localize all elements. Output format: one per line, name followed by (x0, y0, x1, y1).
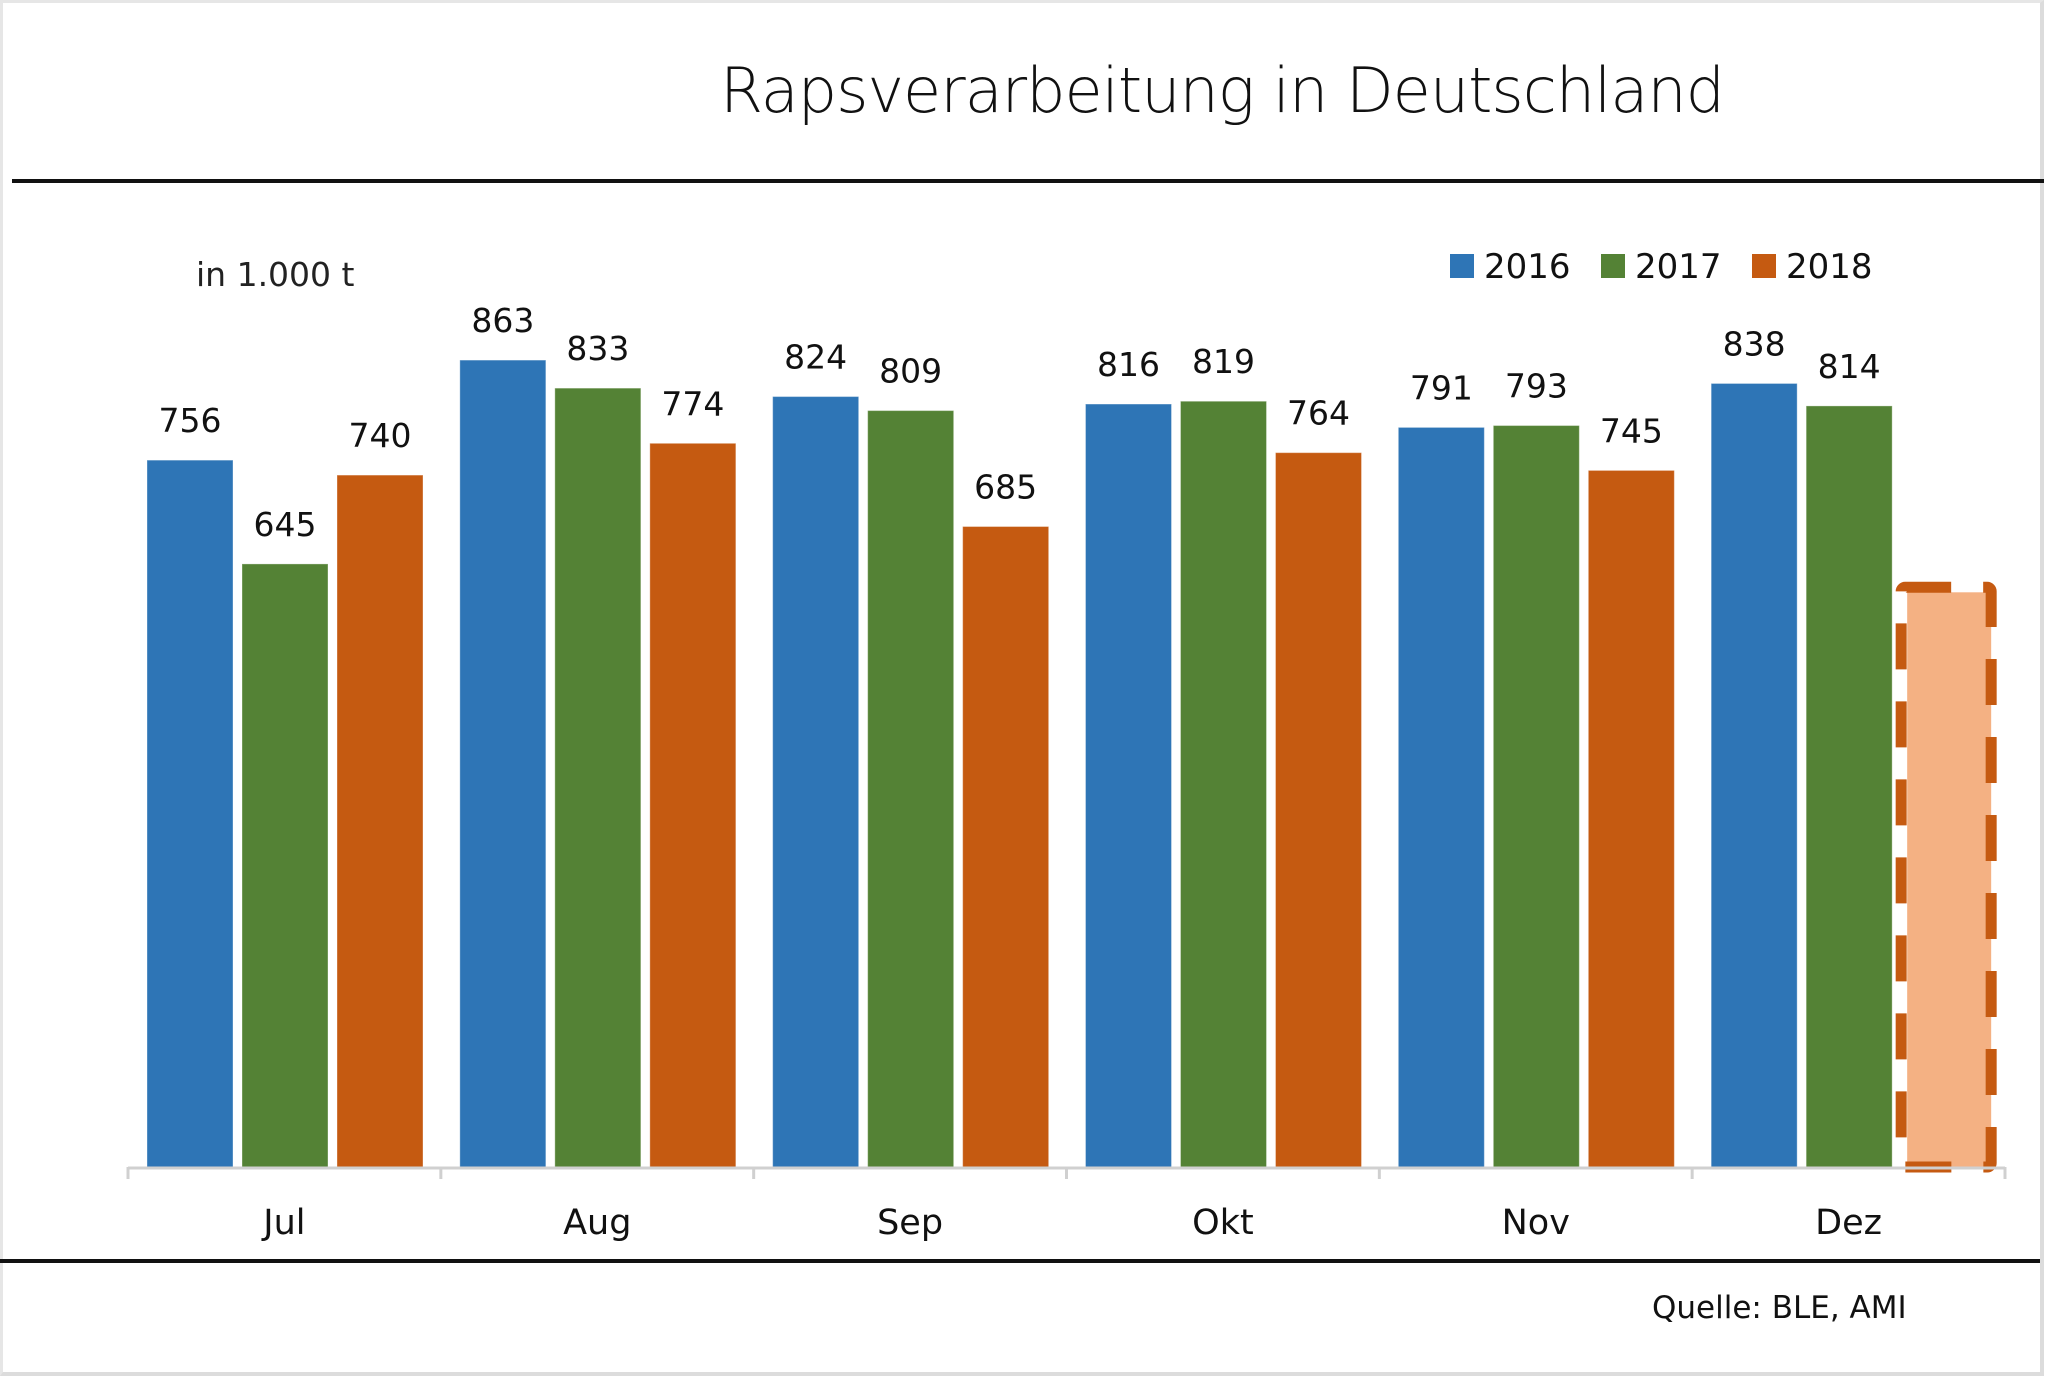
data-label-2017-dez: 814 (1818, 347, 1881, 386)
bar-2016-dez (1710, 382, 1798, 1168)
bar-2018-okt (1275, 452, 1362, 1168)
data-label-2017-aug: 833 (566, 329, 629, 368)
bar-2018-nov (1587, 469, 1675, 1168)
data-label-2016-aug: 863 (471, 301, 534, 340)
bar-2016-nov (1397, 426, 1485, 1168)
data-label-2016-dez: 838 (1723, 324, 1786, 363)
data-label-2017-sep: 809 (879, 352, 942, 391)
category-label-nov: Nov (1502, 1203, 1570, 1243)
data-label-2018-okt: 764 (1287, 394, 1350, 433)
legend-swatch-2016 (1450, 254, 1474, 278)
category-label-aug: Aug (563, 1203, 631, 1243)
legend-swatch-2017 (1601, 254, 1625, 278)
x-axis (126, 1166, 2007, 1179)
bar-2016-sep (772, 396, 860, 1168)
legend-label-2018: 2018 (1786, 247, 1873, 287)
data-label-2018-aug: 774 (661, 384, 724, 423)
category-label-sep: Sep (877, 1203, 943, 1243)
category-label-dez: Dez (1815, 1203, 1882, 1243)
bar-2017-okt (1180, 400, 1267, 1168)
data-label-2017-jul: 645 (254, 505, 317, 544)
bar-placeholder-2018-dez (1907, 592, 1992, 1167)
data-label-2018-sep: 685 (974, 468, 1037, 507)
data-label-2016-sep: 824 (784, 338, 847, 377)
bar-2017-nov (1492, 425, 1580, 1168)
data-label-2017-okt: 819 (1192, 342, 1255, 381)
legend-label-2016: 2016 (1484, 247, 1571, 287)
bar-2018-aug (649, 442, 737, 1168)
bar-2018-jul (336, 474, 424, 1168)
bar-2016-okt (1085, 403, 1172, 1168)
data-label-2018-jul: 740 (349, 416, 412, 455)
data-label-2016-okt: 816 (1097, 345, 1160, 384)
source-note: Quelle: BLE, AMI (1652, 1290, 1907, 1326)
category-label-jul: Jul (261, 1203, 305, 1243)
legend-swatch-2018 (1752, 254, 1776, 278)
data-label-2016-nov: 791 (1410, 368, 1473, 407)
bar-2018-sep (962, 526, 1050, 1168)
legend: 2016 2017 2018 (1450, 247, 1873, 287)
data-labels: 756 863 824 816 791 838 645 833 809 819 793 814 740 7… (159, 301, 1881, 544)
bars (146, 359, 1997, 1173)
bar-2017-dez (1805, 405, 1893, 1168)
bar-2017-aug (554, 387, 642, 1168)
data-label-2017-nov: 793 (1505, 367, 1568, 406)
chart-title: Rapsverarbeitung in Deutschland (720, 54, 1724, 127)
data-label-2018-nov: 745 (1600, 411, 1663, 450)
bar-2017-sep (867, 410, 955, 1168)
category-label-okt: Okt (1192, 1203, 1254, 1243)
legend-item-2018: 2018 (1752, 247, 1873, 287)
bar-2017-jul (241, 563, 329, 1168)
category-labels: Jul Aug Sep Okt Nov Dez (261, 1203, 1882, 1243)
bar-2016-jul (146, 459, 234, 1168)
unit-label: in 1.000 t (196, 255, 355, 294)
legend-item-2016: 2016 (1450, 247, 1571, 287)
legend-item-2017: 2017 (1601, 247, 1722, 287)
bar-2016-aug (459, 359, 547, 1168)
legend-label-2017: 2017 (1635, 247, 1722, 287)
data-label-2016-jul: 756 (159, 401, 222, 440)
